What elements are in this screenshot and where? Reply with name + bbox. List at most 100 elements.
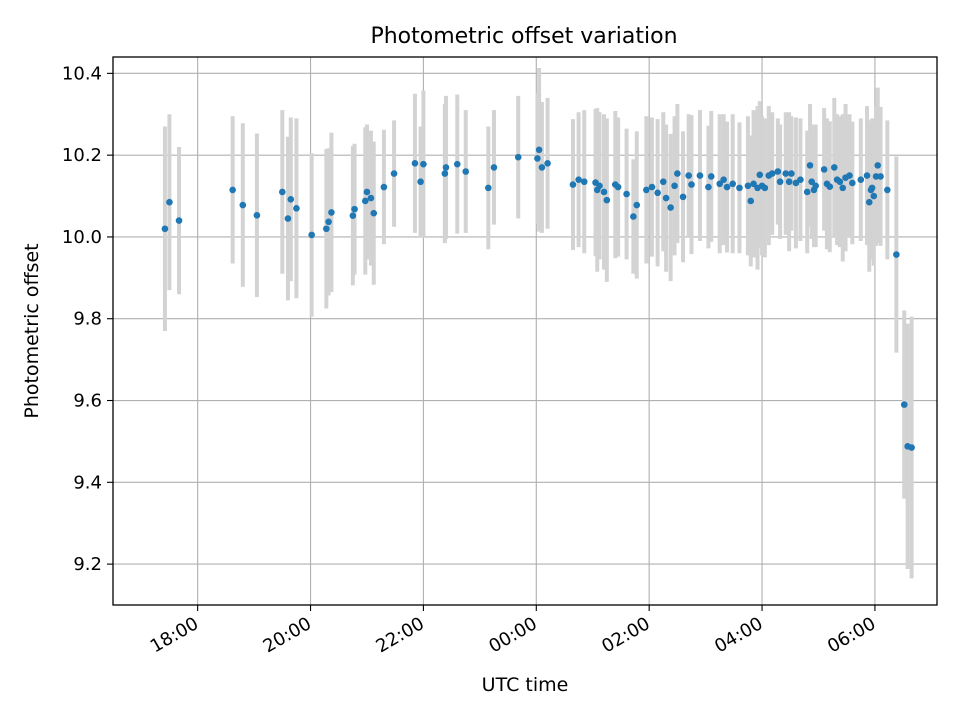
data-point (774, 168, 782, 175)
data-point (490, 164, 498, 171)
y-tick-label: 9.6 (73, 391, 102, 412)
data-point (849, 179, 856, 187)
data-point (776, 178, 784, 186)
data-point (380, 183, 388, 191)
data-point (872, 173, 880, 180)
data-point (688, 181, 695, 188)
y-tick-label: 9.4 (73, 472, 102, 493)
data-point (623, 190, 630, 198)
data-point (826, 183, 834, 190)
data-point (614, 183, 622, 191)
y-axis-label: Photometric offset (21, 243, 43, 418)
data-point (820, 166, 828, 173)
data-point (877, 173, 884, 180)
data-point (808, 178, 816, 186)
data-point (287, 196, 295, 203)
plot-frame (112, 56, 938, 606)
data-point (328, 209, 335, 216)
y-tick-label: 10.0 (62, 227, 102, 248)
data-point (514, 153, 522, 161)
data-point (720, 176, 727, 183)
y-tick-label: 9.2 (73, 554, 102, 575)
data-point (685, 172, 692, 179)
data-point (308, 231, 315, 239)
data-point (580, 178, 588, 186)
data-point (349, 212, 357, 219)
data-point (736, 184, 743, 192)
x-axis-label: UTC time (482, 674, 569, 696)
data-point (600, 188, 608, 196)
data-point (569, 181, 577, 188)
data-point (768, 170, 776, 177)
data-point (696, 172, 704, 179)
data-point (846, 172, 853, 179)
data-point (325, 218, 332, 226)
data-point (442, 164, 450, 171)
data-point (411, 160, 419, 167)
data-point (705, 183, 712, 191)
data-point (729, 180, 736, 188)
data-point (674, 170, 681, 177)
data-point (750, 180, 757, 188)
data-point (868, 184, 876, 192)
data-point (279, 188, 286, 196)
data-point (812, 182, 819, 190)
data-point (535, 146, 543, 154)
data-point (390, 170, 398, 177)
y-axis-ticks: 9.2 9.4 9.6 9.8 10.0 10.2 10.4 (62, 63, 113, 575)
data-point (603, 196, 611, 204)
data-point (441, 170, 449, 177)
data-point (361, 197, 369, 205)
data-point (723, 183, 731, 191)
data-point (485, 184, 492, 192)
data-point (630, 213, 637, 220)
data-point (874, 162, 882, 169)
data-point (239, 201, 247, 209)
data-point (782, 170, 790, 177)
data-point (667, 204, 674, 211)
data-point (575, 176, 582, 183)
data-point (420, 160, 427, 168)
data-point (788, 170, 795, 177)
data-point (323, 225, 330, 233)
data-point (659, 178, 667, 186)
data-point (830, 164, 838, 171)
data-point (654, 189, 661, 197)
data-point (863, 172, 871, 179)
data-point (761, 184, 769, 192)
data-point (534, 155, 541, 162)
data-point (806, 162, 814, 169)
data-point (839, 184, 847, 192)
data-point (544, 160, 551, 167)
y-tick-label: 10.4 (62, 63, 102, 84)
data-point (900, 401, 908, 408)
data-point (293, 205, 300, 212)
data-point (538, 164, 546, 171)
data-point (462, 168, 470, 175)
data-points (161, 146, 915, 451)
data-point (367, 194, 375, 202)
data-point (785, 178, 793, 186)
data-point (175, 217, 183, 224)
data-point (756, 171, 764, 179)
data-point (716, 180, 724, 188)
data-point (893, 251, 900, 258)
data-point (596, 182, 603, 190)
data-point (284, 215, 292, 222)
data-point (229, 186, 236, 194)
y-tick-label: 9.8 (73, 309, 102, 330)
data-point (744, 182, 752, 190)
data-point (662, 194, 670, 202)
chart-title: Photometric offset variation (370, 24, 677, 49)
data-point (643, 186, 650, 194)
data-point (633, 201, 641, 209)
data-point (648, 183, 656, 191)
data-point (707, 173, 715, 180)
data-point (884, 186, 891, 194)
data-point (161, 225, 169, 233)
data-point (363, 188, 371, 196)
data-point (870, 192, 878, 200)
data-point (836, 178, 844, 186)
